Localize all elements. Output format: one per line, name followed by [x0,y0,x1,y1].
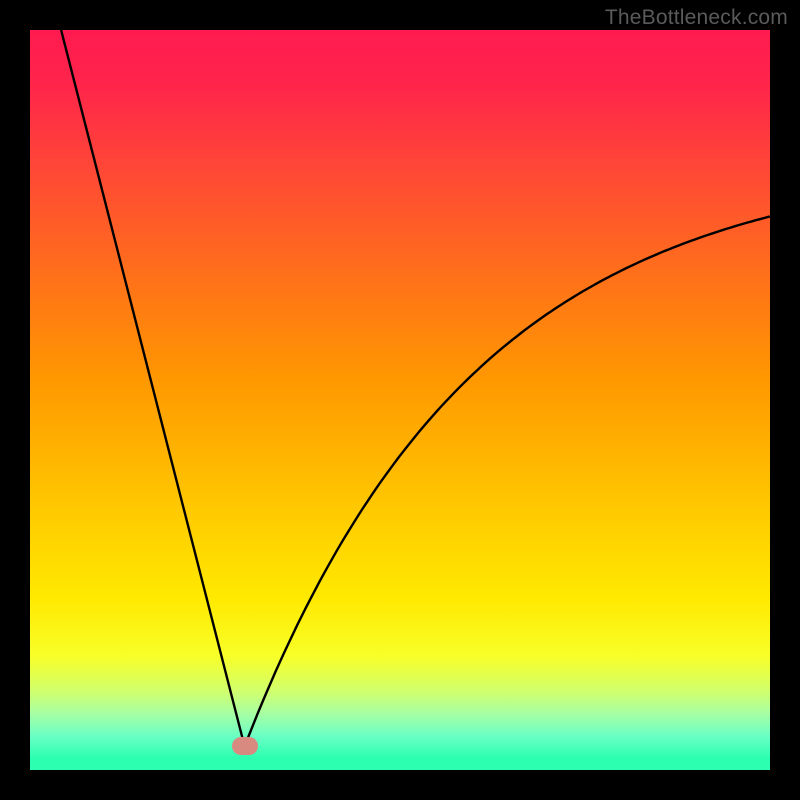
bottleneck-curve [30,30,770,758]
plot-area [30,30,770,758]
watermark-text: TheBottleneck.com [605,6,788,30]
minimum-marker [232,737,258,755]
green-bottom-bar [30,758,770,770]
